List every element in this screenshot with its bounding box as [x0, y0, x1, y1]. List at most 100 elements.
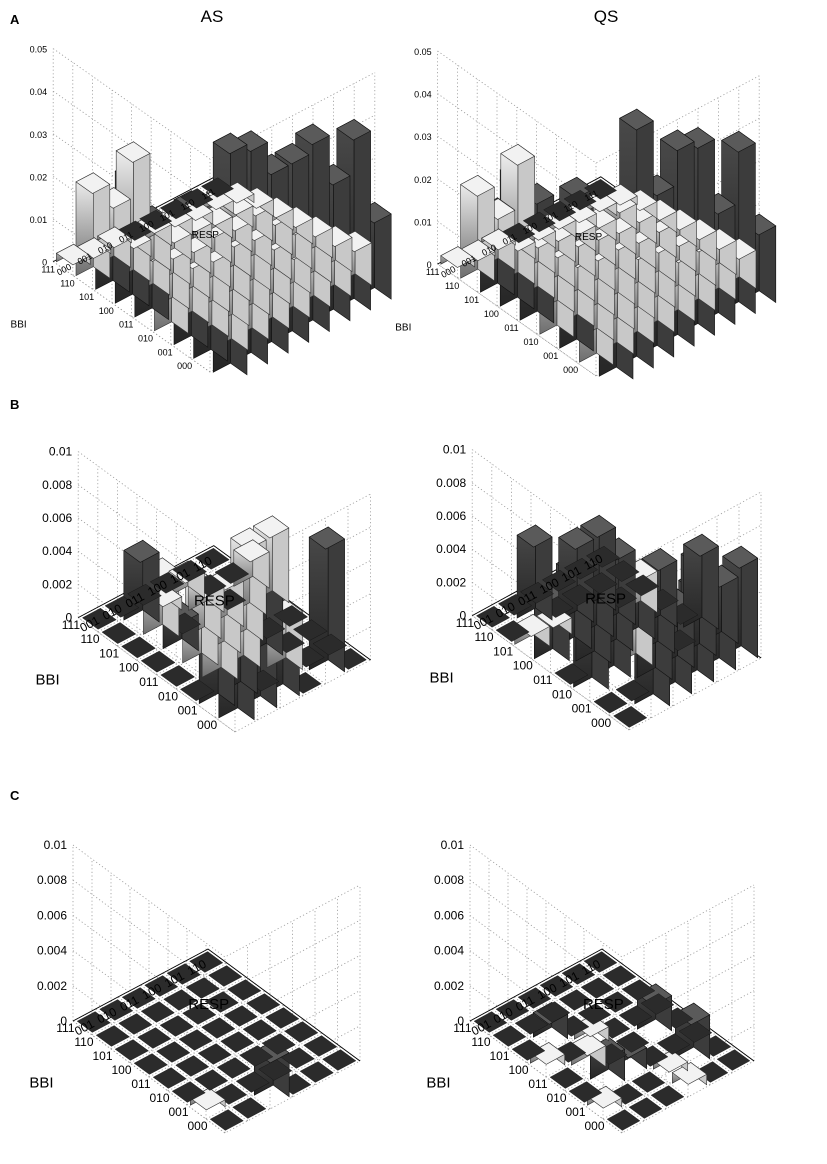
grid-line-z	[469, 950, 755, 1064]
floor-tile	[564, 557, 598, 580]
z-tick-label: 0.01	[49, 445, 73, 459]
bbi-tick-label: 101	[493, 644, 513, 658]
z-tick-label: 0.008	[434, 873, 464, 887]
z-tick-label: 0.04	[414, 90, 432, 100]
floor-tile	[242, 1019, 277, 1041]
bbi-tick-label: 011	[528, 1077, 547, 1091]
floor-tile	[197, 1043, 232, 1065]
z-tick-label: 0.05	[414, 47, 432, 57]
floor-tile	[76, 1011, 111, 1033]
chart-c-qs: 0 0.002 0.004 0.006 0.008 0.01 000001010011100…	[426, 838, 755, 1134]
grid-line-z	[437, 50, 760, 164]
bbi-tick-label: 001	[543, 351, 558, 361]
bbi-tick-label: 101	[489, 1049, 509, 1063]
grid-line-floor	[91, 962, 228, 1036]
bbi-tick-label: 010	[546, 1091, 566, 1105]
bbi-axis-label: BBI	[426, 1074, 450, 1091]
z-tick-label: 0.02	[414, 175, 432, 185]
floor-tile	[201, 1017, 236, 1039]
floor-tile	[650, 1085, 685, 1107]
plots: 00.010.020.030.040.050000010100111001011…	[11, 45, 777, 1134]
bbi-tick-label: 011	[119, 320, 133, 330]
bars	[473, 951, 751, 1131]
floor-tile	[114, 1039, 149, 1061]
floor-tile	[514, 1013, 549, 1035]
floor-tile	[561, 584, 596, 606]
z-tick-label: 0.002	[434, 979, 464, 993]
bbi-axis-label: BBI	[36, 671, 60, 688]
floor-tile	[520, 581, 554, 604]
z-axis-ticks: 0 0.01 0.02 0.03 0.04 0.05	[30, 45, 48, 268]
bbi-tick-label: 010	[552, 687, 572, 701]
bbi-tick-label: 000	[563, 365, 578, 375]
grid-line-floor	[491, 1008, 645, 1122]
z-tick-label: 0.008	[436, 476, 466, 490]
bars	[440, 108, 777, 380]
floor-tile	[232, 1097, 267, 1119]
floor-tile	[628, 1097, 663, 1119]
bbi-tick-label: 110	[80, 632, 99, 646]
grid-line-z	[469, 844, 755, 958]
floor-tile	[189, 951, 224, 973]
z-axis-ticks: 0 0.002 0.004 0.006 0.008 0.01	[42, 445, 72, 625]
z-tick-label: 0.05	[30, 45, 48, 55]
floor-tile	[99, 999, 134, 1021]
grid-line-z	[72, 844, 361, 958]
floor-tile	[175, 1055, 210, 1077]
floor-tile	[273, 605, 308, 627]
z-tick-label: 0.008	[37, 873, 67, 887]
bbi-tick-label: 100	[484, 309, 499, 319]
bbi-axis-label: BBI	[395, 322, 411, 333]
floor-tile	[258, 1059, 293, 1081]
floor-tile	[584, 179, 617, 200]
floor-tile	[180, 188, 214, 209]
bbi-tick-label: 101	[92, 1049, 112, 1063]
bbi-tick-label: 000	[591, 716, 611, 730]
z-tick-label: 0.01	[414, 217, 432, 227]
floor-tile	[580, 977, 615, 999]
bbi-tick-label: 110	[60, 278, 74, 288]
bbi-tick-label: 100	[513, 659, 533, 673]
bbi-axis-label: BBI	[11, 320, 27, 331]
z-tick-label: 0	[42, 258, 47, 268]
floor-tile	[159, 1015, 194, 1037]
bar	[97, 226, 132, 248]
floor-tile	[613, 706, 648, 728]
floor-tile	[182, 1003, 217, 1025]
floor-tile	[127, 583, 162, 606]
z-tick-label: 0	[427, 260, 432, 270]
bbi-tick-label: 010	[158, 689, 178, 703]
z-tick-label: 0.02	[30, 172, 48, 182]
z-tick-label: 0.01	[30, 215, 48, 225]
floor-tile	[246, 993, 281, 1015]
bbi-tick-label: 111	[41, 265, 55, 275]
z-tick-label: 0.004	[434, 944, 464, 958]
floor-tile	[322, 1049, 357, 1071]
floor-tile	[606, 1109, 641, 1131]
resp-axis-label: RESP	[192, 230, 220, 241]
grid-line-floor	[110, 976, 247, 1050]
floor-tile	[299, 1061, 334, 1083]
floor-tile	[554, 663, 589, 685]
floor-tile	[602, 965, 637, 987]
z-tick-label: 0.01	[441, 838, 465, 852]
floor-tile	[293, 619, 328, 642]
bbi-tick-label: 110	[445, 281, 459, 291]
floor-tile	[137, 1027, 172, 1049]
floor-tile	[166, 963, 201, 985]
floor-tile	[543, 200, 577, 222]
bbi-tick-label: 111	[426, 267, 440, 277]
floor-edge	[72, 1020, 226, 1134]
z-tick-label: 0.004	[42, 544, 72, 558]
bbi-tick-label: 111	[62, 618, 81, 632]
floor-tile	[303, 1035, 338, 1057]
bbi-tick-label: 101	[79, 292, 94, 302]
floor-tile	[625, 574, 660, 597]
bbi-tick-label: 100	[99, 306, 114, 316]
floor-tile	[312, 633, 348, 656]
